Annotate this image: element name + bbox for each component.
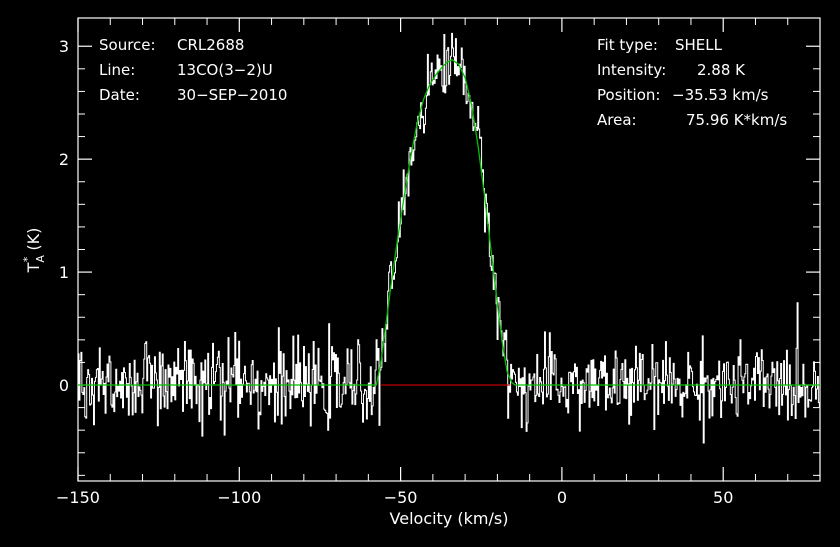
axis-ticks	[77, 18, 820, 481]
info-position-label: Position:	[597, 86, 660, 104]
info-fit-type-value: SHELL	[675, 36, 723, 54]
spectrum-series	[78, 32, 820, 444]
x-axis-label: Velocity (km/s)	[390, 509, 509, 528]
x-tick-label: 0	[557, 488, 567, 507]
axis-tick-labels: −150 −100 −50 0 50 0 1 2 3	[56, 37, 733, 507]
svg-text:TA*(K): TA* (K)	[21, 228, 47, 274]
y-tick-label: 0	[59, 376, 69, 395]
fit-line	[78, 59, 820, 386]
y-axis-label-main: T	[24, 262, 43, 273]
info-intensity-label: Intensity:	[597, 61, 666, 79]
y-tick-label: 3	[59, 37, 69, 56]
info-area-label: Area:	[597, 111, 637, 129]
spectrum-line	[78, 32, 820, 444]
info-line-label: Line:	[99, 61, 135, 79]
info-line-value: 13CO(3−2)U	[177, 61, 273, 79]
y-tick-label: 1	[59, 263, 69, 282]
y-tick-label: 2	[59, 150, 69, 169]
info-date-value: 30−SEP−2010	[177, 86, 287, 104]
info-fit-type-label: Fit type:	[597, 36, 658, 54]
x-tick-label: −150	[56, 488, 100, 507]
y-axis-label-unit: (K)	[24, 228, 43, 251]
info-intensity-value: 2.88 K	[697, 61, 746, 79]
info-date-label: Date:	[99, 86, 140, 104]
info-area-value: 75.96 K*km/s	[686, 111, 787, 129]
x-tick-label: −100	[217, 488, 261, 507]
info-position-value: −35.53 km/s	[672, 86, 769, 104]
x-tick-label: −50	[384, 488, 418, 507]
info-source-value: CRL2688	[177, 36, 244, 54]
info-left-block: Source: CRL2688 Line: 13CO(3−2)U Date: 3…	[99, 36, 287, 104]
y-axis-label-sub: A	[34, 255, 47, 263]
info-right-block: Fit type: SHELL Intensity: 2.88 K Positi…	[597, 36, 787, 129]
y-axis-label: TA* (K)	[21, 228, 47, 274]
y-axis-label-sup: *	[21, 256, 34, 262]
x-tick-label: 50	[713, 488, 733, 507]
fit-curve	[78, 59, 820, 386]
info-source-label: Source:	[99, 36, 156, 54]
